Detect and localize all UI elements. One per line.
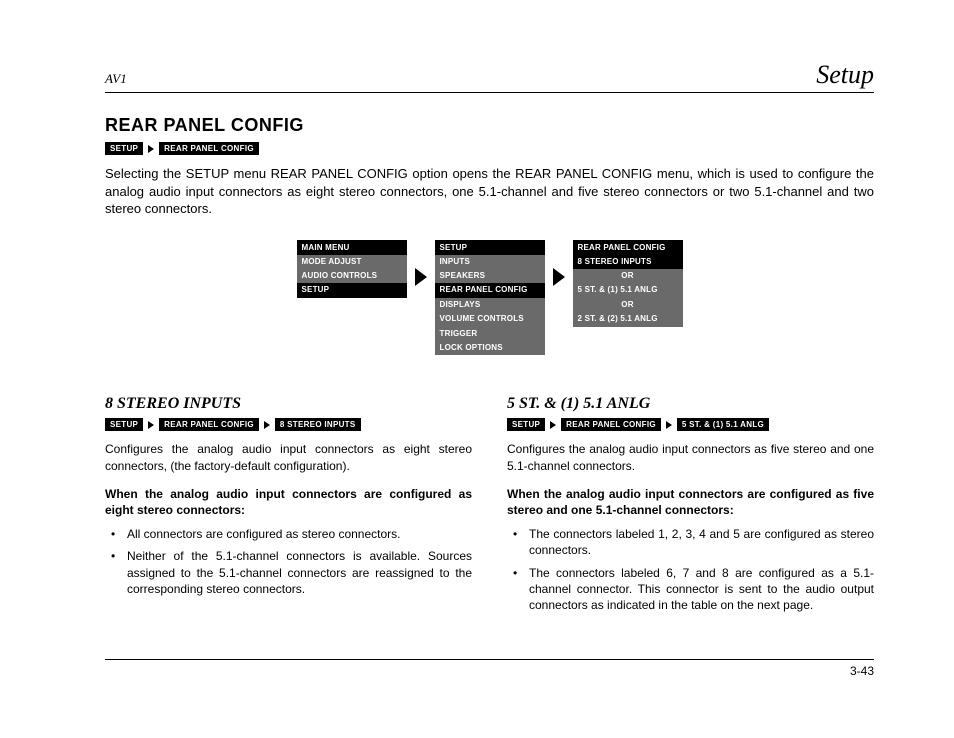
arrow-right-icon	[553, 268, 565, 286]
crumb-box: REAR PANEL CONFIG	[561, 418, 661, 431]
chevron-right-icon	[550, 421, 556, 429]
crumb-box: SETUP	[105, 418, 143, 431]
menu-item: SPEAKERS	[435, 269, 545, 283]
arrow-right-icon	[415, 268, 427, 286]
menu-item: INPUTS	[435, 255, 545, 269]
menu-item: OR	[573, 298, 683, 312]
menu-item: VOLUME CONTROLS	[435, 312, 545, 326]
chevron-right-icon	[148, 421, 154, 429]
breadcrumb-top: SETUP REAR PANEL CONFIG	[105, 142, 874, 155]
menu-item-selected: REAR PANEL CONFIG	[435, 283, 545, 297]
menu-item: TRIGGER	[435, 327, 545, 341]
menu-item: DISPLAYS	[435, 298, 545, 312]
crumb-box: SETUP	[105, 142, 143, 155]
page-header: AV1 Setup	[105, 60, 874, 93]
page-footer: 3-43	[105, 659, 874, 678]
body-paragraph: Configures the analog audio input connec…	[105, 441, 472, 473]
menu-item: 2 ST. & (2) 5.1 ANLG	[573, 312, 683, 326]
bullet-list: The connectors labeled 1, 2, 3, 4 and 5 …	[507, 526, 874, 613]
menu-header: SETUP	[435, 240, 545, 255]
crumb-box: REAR PANEL CONFIG	[159, 142, 259, 155]
menu-box-rear-panel: REAR PANEL CONFIG 8 STEREO INPUTS OR 5 S…	[573, 240, 683, 327]
bullet-item: All connectors are configured as stereo …	[127, 526, 472, 542]
sub-title: 8 STEREO INPUTS	[105, 395, 472, 413]
bullet-item: Neither of the 5.1-channel connectors is…	[127, 548, 472, 597]
crumb-box: REAR PANEL CONFIG	[159, 418, 259, 431]
menu-item: 5 ST. & (1) 5.1 ANLG	[573, 283, 683, 297]
menu-box-main: MAIN MENU MODE ADJUST AUDIO CONTROLS SET…	[297, 240, 407, 298]
chevron-right-icon	[264, 421, 270, 429]
chevron-right-icon	[148, 145, 154, 153]
menu-header: MAIN MENU	[297, 240, 407, 255]
crumb-box: SETUP	[507, 418, 545, 431]
columns: 8 STEREO INPUTS SETUP REAR PANEL CONFIG …	[105, 395, 874, 619]
menu-diagram: MAIN MENU MODE ADJUST AUDIO CONTROLS SET…	[105, 240, 874, 356]
left-column: 8 STEREO INPUTS SETUP REAR PANEL CONFIG …	[105, 395, 472, 619]
chevron-right-icon	[666, 421, 672, 429]
header-right: Setup	[816, 60, 874, 90]
sub-title: 5 ST. & (1) 5.1 ANLG	[507, 395, 874, 413]
menu-item: OR	[573, 269, 683, 283]
bullet-list: All connectors are configured as stereo …	[105, 526, 472, 597]
breadcrumb-right: SETUP REAR PANEL CONFIG 5 ST. & (1) 5.1 …	[507, 418, 874, 431]
body-paragraph: Configures the analog audio input connec…	[507, 441, 874, 473]
breadcrumb-left: SETUP REAR PANEL CONFIG 8 STEREO INPUTS	[105, 418, 472, 431]
right-column: 5 ST. & (1) 5.1 ANLG SETUP REAR PANEL CO…	[507, 395, 874, 619]
crumb-box: 8 STEREO INPUTS	[275, 418, 361, 431]
bullet-item: The connectors labeled 6, 7 and 8 are co…	[529, 565, 874, 614]
body-bold: When the analog audio input connectors a…	[507, 486, 874, 518]
intro-paragraph: Selecting the SETUP menu REAR PANEL CONF…	[105, 165, 874, 218]
menu-item: LOCK OPTIONS	[435, 341, 545, 355]
header-left: AV1	[105, 71, 127, 87]
body-bold: When the analog audio input connectors a…	[105, 486, 472, 518]
page-number: 3-43	[850, 664, 874, 678]
crumb-box: 5 ST. & (1) 5.1 ANLG	[677, 418, 769, 431]
menu-item: AUDIO CONTROLS	[297, 269, 407, 283]
main-title: REAR PANEL CONFIG	[105, 115, 874, 136]
menu-box-setup: SETUP INPUTS SPEAKERS REAR PANEL CONFIG …	[435, 240, 545, 356]
menu-header: REAR PANEL CONFIG	[573, 240, 683, 255]
menu-item-selected: SETUP	[297, 283, 407, 297]
menu-item-selected: 8 STEREO INPUTS	[573, 255, 683, 269]
bullet-item: The connectors labeled 1, 2, 3, 4 and 5 …	[529, 526, 874, 558]
menu-item: MODE ADJUST	[297, 255, 407, 269]
